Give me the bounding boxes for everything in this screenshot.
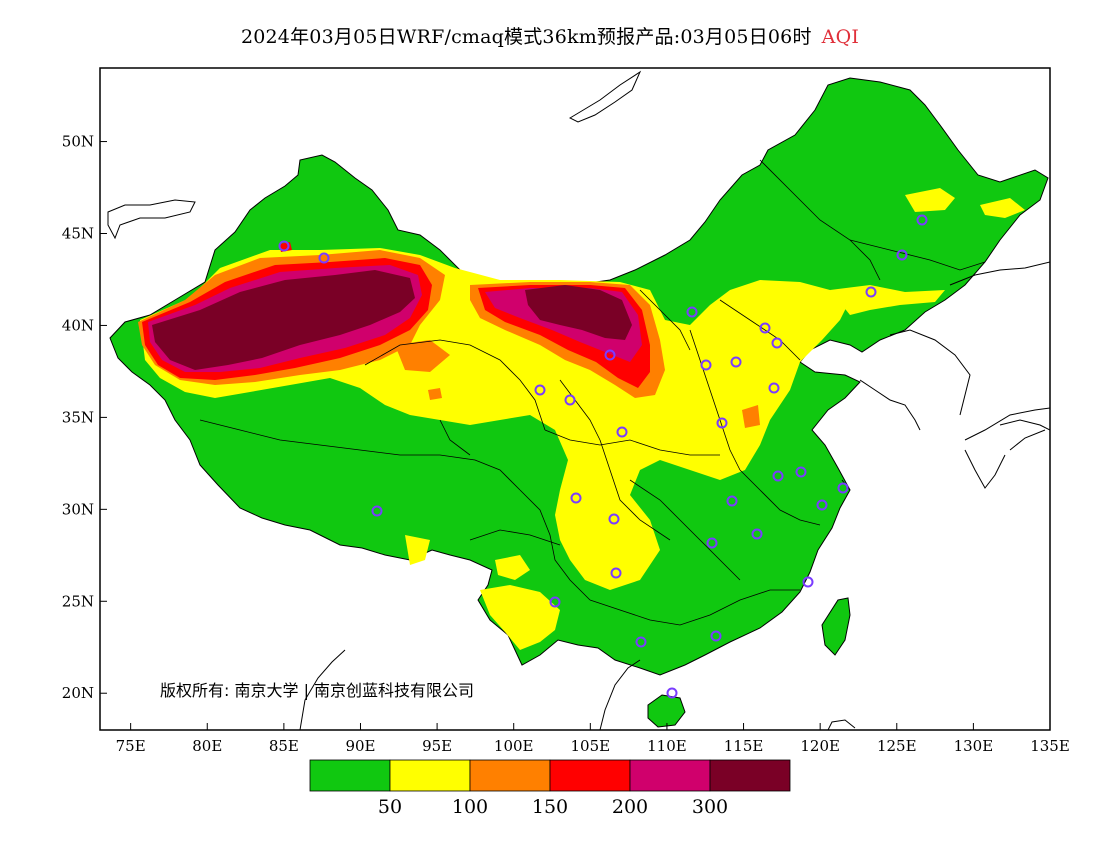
y-tick-label: 30N [62, 500, 94, 518]
aqi-area-orange-dot1 [428, 388, 442, 400]
aqi-area-moderate-south [480, 585, 560, 650]
y-tick-label: 20N [62, 684, 94, 702]
aqi-area-hazardous-tarim [152, 270, 415, 370]
x-tick-label: 90E [345, 737, 375, 755]
legend-label: 150 [532, 796, 568, 818]
legend-swatch [549, 759, 631, 792]
x-axis-ticks: 75E 80E 85E 90E 95E 100E 105E 110E 115E 120E 125E 1… [116, 723, 1070, 755]
legend-swatch [469, 759, 551, 792]
aqi-area-moderate-ne1 [905, 188, 955, 212]
x-tick-label: 120E [800, 737, 840, 755]
copyright-text: 版权所有: 南京大学 | 南京创蓝科技有限公司 [160, 681, 474, 700]
y-tick-label: 35N [62, 408, 94, 426]
neighbor-coastlines [107, 70, 1050, 730]
aqi-area-moderate-tibet [405, 535, 430, 565]
x-tick-label: 125E [877, 737, 917, 755]
aqi-area-orange-qinghai [395, 340, 450, 372]
x-tick-label: 135E [1030, 737, 1070, 755]
map-layer [107, 70, 1050, 730]
aqi-area-hazardous-alxa [525, 285, 632, 340]
legend-label: 50 [378, 796, 402, 818]
aqi-area-moderate-sw [495, 555, 530, 580]
title-main: 2024年03月05日WRF/cmaq模式36km预报产品:03月05日06时 [240, 26, 812, 48]
aqi-area-orange-dot2 [742, 405, 760, 428]
station-markers [278, 214, 928, 699]
aqi-legend: 50 100 150 200 300 [309, 759, 791, 818]
legend-swatch [389, 759, 471, 792]
x-tick-label: 115E [724, 737, 764, 755]
legend-label: 300 [692, 796, 728, 818]
x-tick-label: 85E [269, 737, 299, 755]
y-tick-label: 25N [62, 592, 94, 610]
aqi-area-moderate-liaoning [830, 285, 945, 315]
map-frame [99, 67, 1051, 731]
map-title: 2024年03月05日WRF/cmaq模式36km预报产品:03月05日06时 A… [0, 22, 1100, 49]
y-tick-label: 50N [62, 133, 94, 151]
x-tick-label: 95E [422, 737, 452, 755]
x-tick-label: 80E [192, 737, 222, 755]
y-axis-ticks: 20N 25N 30N 35N 40N 45N 50N [62, 133, 107, 702]
legend-label: 100 [452, 796, 488, 818]
x-tick-label: 105E [571, 737, 611, 755]
legend-swatch [309, 759, 391, 792]
taiwan-island [821, 597, 851, 656]
legend-swatch [709, 759, 791, 792]
province-borders [199, 159, 986, 626]
legend-label: 200 [612, 796, 648, 818]
x-tick-label: 130E [954, 737, 994, 755]
hainan-island [647, 694, 686, 728]
y-tick-label: 45N [62, 225, 94, 243]
legend-swatch [629, 759, 711, 792]
x-tick-label: 100E [494, 737, 534, 755]
x-tick-label: 110E [647, 737, 687, 755]
y-tick-label: 40N [62, 316, 94, 334]
x-tick-label: 75E [116, 737, 146, 755]
title-pollutant: AQI [821, 26, 860, 48]
aqi-area-moderate-ne2 [980, 198, 1025, 218]
